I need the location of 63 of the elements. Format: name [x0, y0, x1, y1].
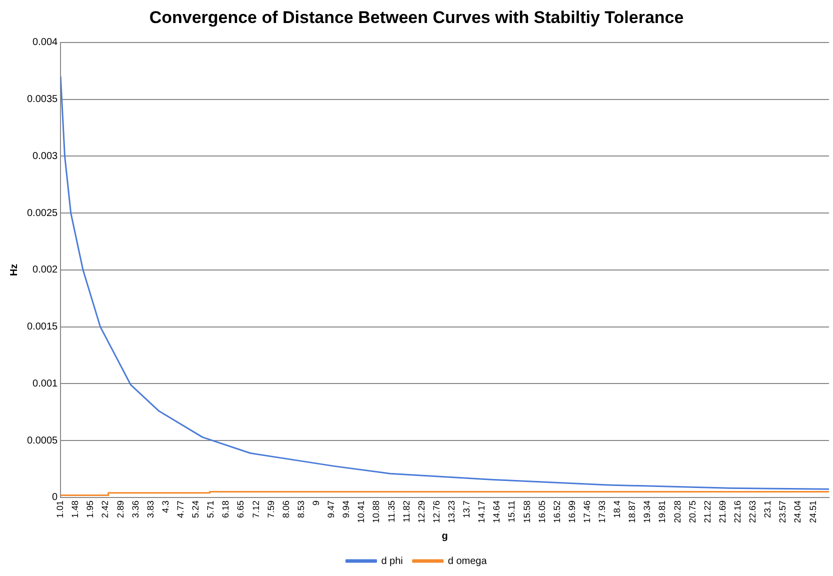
- x-tick-label: 4.3: [160, 500, 170, 513]
- y-tick-label: 0.0005: [26, 435, 58, 446]
- x-tick-label: 23.1: [762, 500, 773, 518]
- x-tick-label: 7.59: [266, 500, 276, 518]
- x-tick-label: 11.82: [401, 500, 412, 522]
- x-tick-label: 12.29: [416, 500, 426, 524]
- x-tick-label: 19.81: [657, 500, 668, 524]
- x-tick-label: 9.94: [341, 500, 352, 518]
- x-tick-label: 22.16: [732, 500, 743, 524]
- y-tick-label: 0.001: [32, 378, 58, 390]
- y-tick-label: 0.0025: [26, 208, 58, 219]
- x-tick-label: 3.83: [145, 500, 156, 518]
- x-tick-label: 24.04: [792, 500, 803, 524]
- legend-label: d omega: [448, 556, 488, 567]
- chart-title: Convergence of Distance Between Curves with Stabiltiy Tolerance: [149, 8, 684, 27]
- x-tick-label: 16.99: [566, 500, 577, 524]
- x-tick-label: 21.22: [702, 500, 712, 524]
- x-tick-label: 4.77: [176, 500, 186, 518]
- x-tick-label: 18.4: [612, 500, 622, 518]
- x-tick-label: 9.47: [326, 500, 336, 518]
- y-tick-label: 0.004: [32, 37, 58, 48]
- x-tick-label: 8.06: [280, 500, 291, 518]
- x-tick-label: 11.35: [386, 500, 396, 522]
- y-axis-title: Hz: [8, 264, 20, 276]
- x-tick-label: 5.24: [190, 500, 201, 518]
- y-tick-label: 0.0015: [26, 322, 58, 333]
- x-tick-label: 2.42: [100, 500, 110, 518]
- x-tick-label: 1.95: [85, 500, 96, 518]
- x-tick-label: 2.89: [115, 500, 126, 518]
- x-tick-label: 17.46: [582, 500, 592, 524]
- x-tick-label: 21.69: [717, 500, 728, 524]
- x-tick-label: 20.28: [672, 500, 682, 524]
- x-tick-label: 20.75: [687, 500, 698, 524]
- x-tick-label: 22.63: [748, 500, 758, 524]
- x-tick-label: 13.23: [446, 500, 456, 524]
- x-tick-label: 3.36: [130, 500, 140, 518]
- x-tick-label: 14.64: [492, 500, 502, 524]
- x-tick-label: 9: [310, 500, 321, 506]
- x-tick-label: 14.17: [476, 500, 487, 524]
- x-tick-label: 19.34: [642, 500, 652, 524]
- x-tick-label: 5.71: [206, 500, 216, 518]
- x-tick-label: 10.88: [371, 500, 382, 524]
- y-tick-label: 0.002: [32, 264, 58, 276]
- x-tick-label: 24.51: [808, 500, 818, 524]
- x-tick-label: 6.65: [236, 500, 246, 518]
- x-axis-title: g: [442, 530, 448, 542]
- x-tick-label: 10.41: [356, 500, 366, 524]
- x-tick-label: 12.76: [431, 500, 442, 524]
- x-tick-label: 17.93: [597, 500, 608, 524]
- x-tick-label: 13.7: [462, 500, 472, 518]
- x-tick-label: 16.52: [552, 500, 562, 524]
- x-tick-label: 7.12: [250, 500, 261, 518]
- x-tick-label: 8.53: [296, 500, 306, 518]
- y-tick-label: 0.0035: [26, 94, 58, 106]
- y-tick-label: 0.003: [32, 150, 58, 162]
- x-tick-label: 23.57: [778, 500, 788, 524]
- x-tick-label: 16.05: [536, 500, 547, 524]
- x-tick-label: 15.11: [506, 500, 517, 522]
- x-tick-label: 1.48: [70, 500, 80, 518]
- x-tick-label: 15.58: [522, 500, 532, 524]
- legend-label: d phi: [381, 556, 403, 567]
- x-tick-label: 6.18: [220, 500, 231, 518]
- x-tick-label: 18.87: [627, 500, 638, 524]
